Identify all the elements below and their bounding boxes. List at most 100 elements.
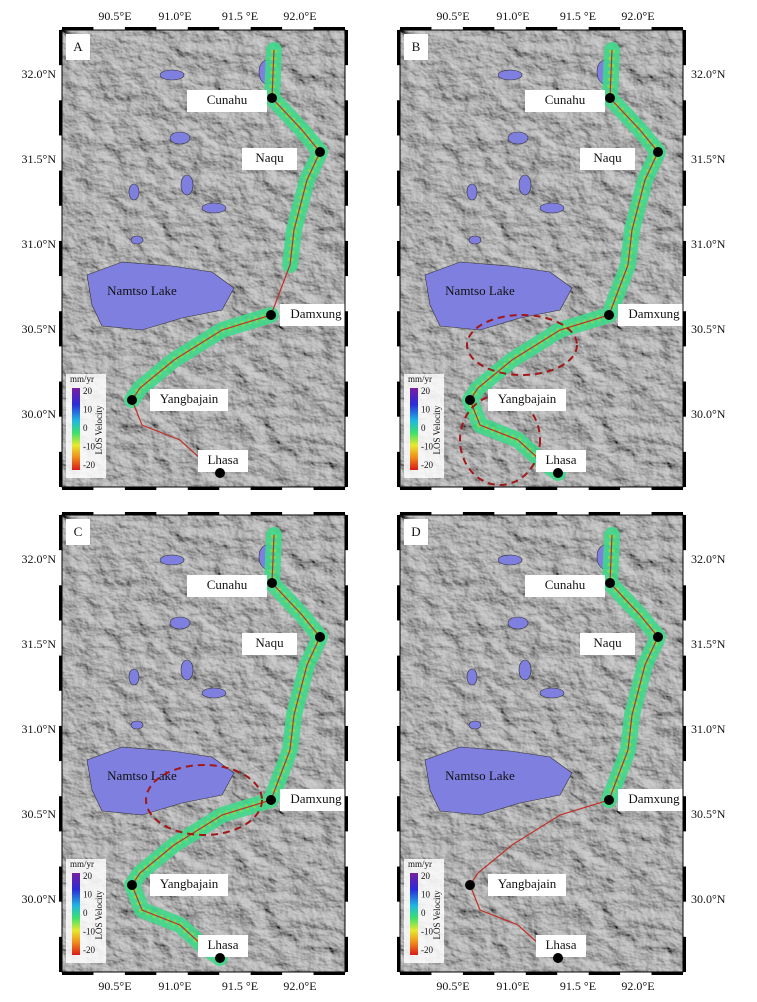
frame-bar (397, 796, 400, 832)
frame-bar (397, 866, 400, 902)
place-label: Yangbajain (498, 391, 557, 406)
lake (507, 131, 529, 145)
lat-tick-label: 31.0°N (22, 722, 57, 736)
frame-bar (187, 27, 220, 30)
railway (469, 534, 659, 959)
lat-tick-label: 31.0°N (691, 237, 726, 251)
map-panel: Namtso Lake Cunahu Naqu Damxung Yangbajain Lh… (22, 512, 352, 993)
colorbar-tick: 0 (421, 423, 426, 433)
lake (86, 261, 235, 331)
frame-bar (400, 487, 432, 490)
frame-bar (462, 512, 495, 515)
map-panel: Namtso Lake Cunahu Naqu Damxung Yangbajain Lh… (397, 512, 726, 993)
railway (131, 49, 321, 474)
frame-bar (588, 487, 621, 490)
colorbar-tick: 20 (421, 386, 431, 396)
lake (180, 174, 194, 196)
frame-bar (397, 30, 400, 66)
lon-tick-label: 91.0°E (158, 979, 191, 993)
frame-bar (683, 725, 686, 762)
deformation-zone (145, 764, 263, 836)
colorbar-tick: 20 (83, 871, 93, 881)
colorbar-ramp (72, 873, 80, 955)
frame-bar (588, 512, 621, 515)
lat-tick-label: 32.0°N (22, 67, 57, 81)
frame-bar (59, 585, 62, 621)
frame-bar (59, 866, 62, 902)
colorbar-ramp (410, 873, 418, 955)
place-label-box (488, 874, 566, 896)
lat-tick-label: 31.5°N (22, 152, 57, 166)
frame-bar (683, 311, 686, 347)
colorbar-tick: -10 (421, 927, 433, 937)
place-label: Cunahu (545, 577, 586, 592)
place-marker (266, 795, 276, 805)
lat-tick-label: 30.0°N (22, 892, 57, 906)
frame-bar (124, 972, 157, 975)
colorbar-unit: mm/yr (70, 374, 94, 384)
place-label: Yangbajain (160, 391, 219, 406)
place-marker (605, 93, 615, 103)
lon-tick-label: 92.0°E (621, 979, 654, 993)
frame-bar (400, 27, 432, 30)
place-label-box (525, 90, 605, 112)
railway (131, 534, 321, 959)
lat-tick-label: 31.0°N (22, 237, 57, 251)
frame-bar (683, 515, 686, 551)
lake (497, 69, 523, 81)
colorbar-tick: 0 (83, 908, 88, 918)
frame-bar (462, 972, 495, 975)
colorbar-unit: mm/yr (408, 374, 432, 384)
lon-tick-label: 91.5 °E (560, 9, 596, 23)
place-marker (127, 395, 137, 405)
frame-bar (59, 170, 62, 206)
place-label-box (536, 935, 586, 957)
lake (424, 746, 573, 816)
frame-bar (397, 311, 400, 347)
frame-bar (345, 585, 348, 621)
lake (169, 616, 191, 630)
lake (507, 616, 529, 630)
lat-tick-label: 31.5°N (691, 152, 726, 166)
frame-bar (345, 311, 348, 347)
panel-letter-box (404, 519, 428, 545)
frame-bar (59, 451, 62, 487)
lat-tick-label: 31.0°N (691, 722, 726, 736)
frame-bar (345, 936, 348, 972)
lat-tick-label: 30.0°N (691, 892, 726, 906)
lake (86, 746, 235, 816)
colorbar-ramp (410, 388, 418, 470)
place-marker (604, 795, 614, 805)
lat-tick-label: 30.0°N (22, 407, 57, 421)
frame-bar (124, 487, 157, 490)
frame-bar (124, 512, 157, 515)
lon-tick-label: 91.0°E (496, 9, 529, 23)
frame-bar (397, 100, 400, 136)
lon-tick-label: 92.0°E (283, 979, 316, 993)
frame-bar (683, 381, 686, 417)
frame-bar (345, 866, 348, 902)
panel-letter: D (411, 524, 420, 539)
frame-bar (59, 240, 62, 277)
lon-tick-label: 91.0°E (158, 9, 191, 23)
frame-bar (683, 100, 686, 136)
frame-bar (313, 27, 345, 30)
place-marker (653, 147, 663, 157)
colorbar-tick: 10 (421, 890, 431, 900)
lat-tick-label: 30.5°N (691, 807, 726, 821)
lake (180, 659, 194, 681)
frame-bar (59, 515, 62, 551)
place-marker (127, 880, 137, 890)
frame-bar (651, 27, 683, 30)
frame-bar (588, 972, 621, 975)
frame-bar (345, 381, 348, 417)
frame-bar (59, 725, 62, 762)
frame-bar (250, 27, 283, 30)
frame-bar (59, 100, 62, 136)
lake (468, 235, 482, 245)
colorbar-tick: -20 (83, 460, 95, 470)
frame-bar (250, 512, 283, 515)
lat-tick-label: 30.5°N (22, 322, 57, 336)
deformation-zone (466, 314, 578, 376)
place-marker (553, 953, 563, 963)
